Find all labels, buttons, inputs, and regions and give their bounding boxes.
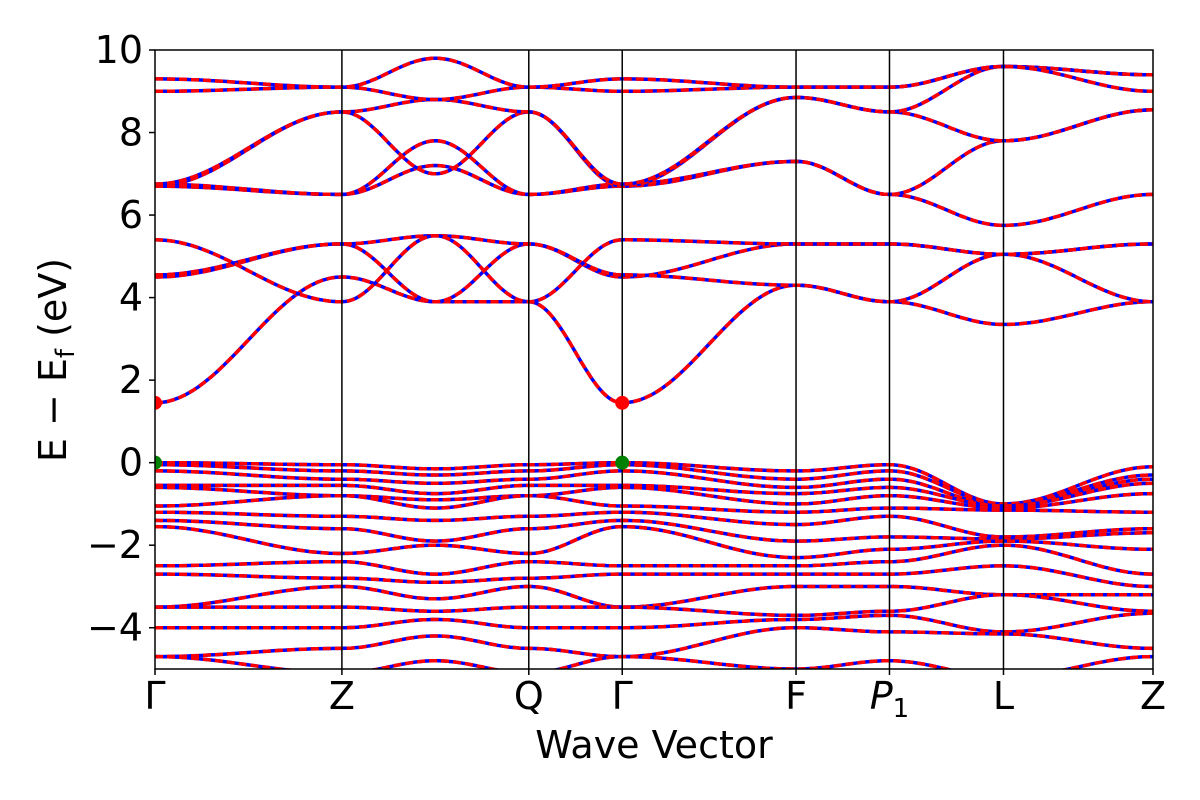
band-line-dashed xyxy=(155,159,1153,228)
x-tick-label-main: P xyxy=(870,674,893,718)
extremum-marker xyxy=(155,395,162,410)
x-tick-label: P1 xyxy=(870,674,909,724)
x-tick-label: L xyxy=(993,674,1014,718)
y-tick-label: −4 xyxy=(87,606,143,650)
y-tick-label: 10 xyxy=(95,28,143,72)
x-axis-ticks: Γ Z Q Γ F P1 L Z xyxy=(144,669,1166,724)
y-tick-label: 6 xyxy=(119,193,143,237)
y-tick-label: −2 xyxy=(87,523,143,567)
y-tick-label: 2 xyxy=(119,358,143,402)
band-line-dashed xyxy=(155,233,1153,304)
y-axis-title-unit: (eV) xyxy=(31,258,75,349)
y-tick-label: 0 xyxy=(119,441,143,485)
extremum-marker xyxy=(615,455,630,470)
x-tick-label: Z xyxy=(329,674,355,718)
x-tick-label: Γ xyxy=(612,674,633,718)
band-line-dashed xyxy=(155,510,1153,539)
band-line-dashed xyxy=(155,592,1153,618)
y-axis-ticks: −4 −2 0 2 4 6 8 10 xyxy=(87,28,155,650)
band-line-dashed xyxy=(155,56,1153,94)
y-axis-title-main: E − E xyxy=(31,358,75,462)
band-lines xyxy=(155,56,1153,669)
plot-frame xyxy=(154,49,1154,670)
x-tick-label: Γ xyxy=(144,674,165,718)
x-tick-label-sub: 1 xyxy=(893,694,910,724)
band-line-dashed xyxy=(155,64,1153,186)
x-tick-label: Q xyxy=(514,674,544,718)
band-line-dashed xyxy=(155,108,1153,197)
x-axis-title: Wave Vector xyxy=(535,723,773,767)
y-tick-label: 4 xyxy=(119,276,143,320)
y-axis-title: E − Ef (eV) xyxy=(31,258,81,462)
extremum-marker xyxy=(155,455,162,470)
x-tick-label: Z xyxy=(1140,674,1166,718)
extremum-marker xyxy=(615,395,630,410)
band-line-dashed xyxy=(155,462,1153,506)
high-symmetry-lines xyxy=(341,50,1005,669)
band-line-dashed xyxy=(155,564,1153,589)
x-tick-label: F xyxy=(785,674,807,718)
y-tick-label: 8 xyxy=(119,111,143,155)
y-axis-title-sub: f xyxy=(51,348,81,358)
band-line-dashed xyxy=(155,233,1153,304)
extrema-markers xyxy=(155,395,630,470)
